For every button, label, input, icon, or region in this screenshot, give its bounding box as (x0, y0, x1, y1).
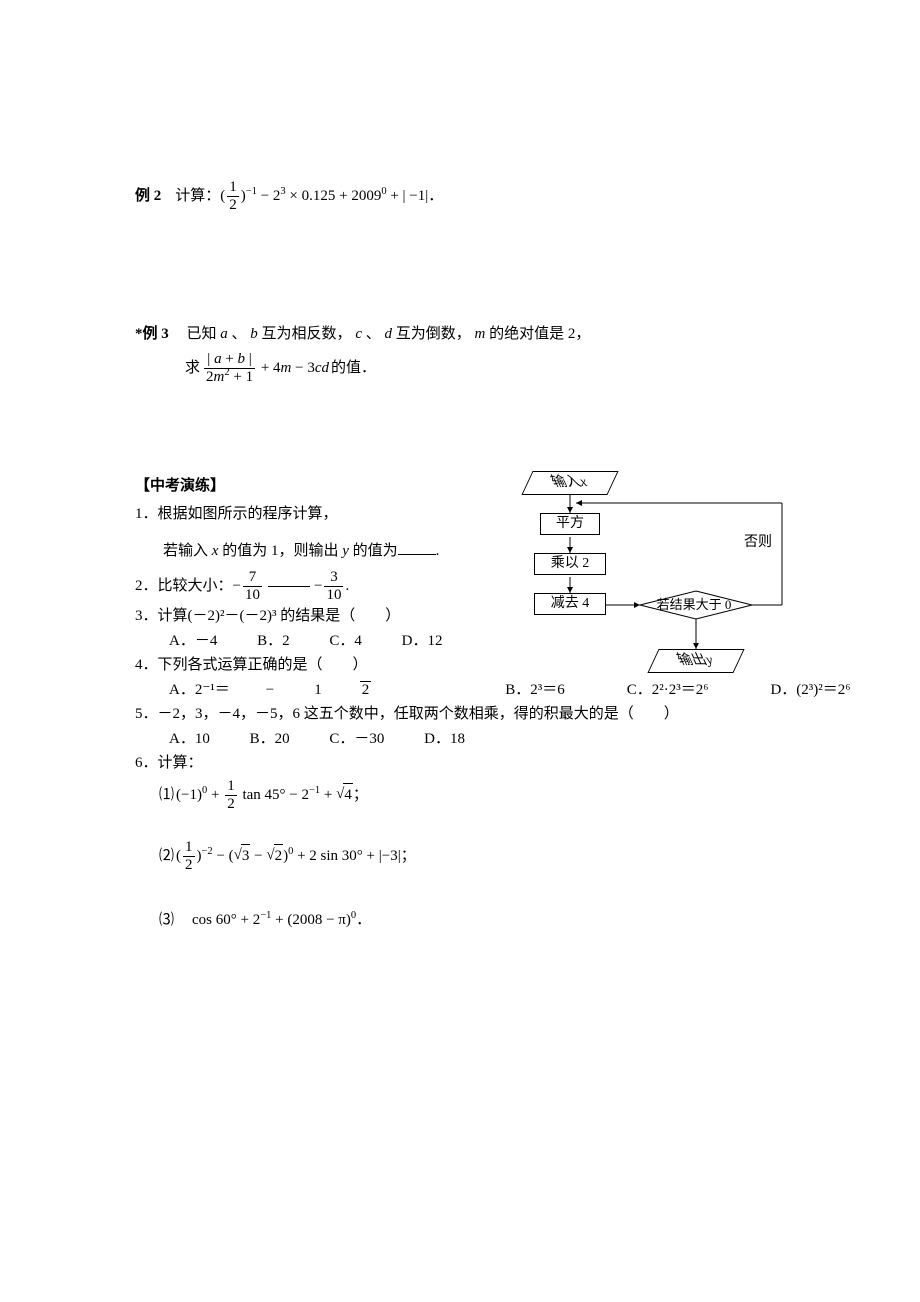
q3-opt-a: A．－4 (169, 630, 217, 653)
q2-period: . (345, 575, 349, 598)
example-2-label: 例 2 (135, 185, 161, 208)
q4-opt-d: D．(2³)²＝2⁶ (770, 679, 850, 702)
example-3-line1-f: 的绝对值是 2， (489, 326, 590, 342)
var-m: m (475, 326, 486, 342)
q1-var-y: y (342, 543, 349, 559)
q4-opt-c: C．2²·2³＝2⁶ (627, 679, 709, 702)
q6-part-1: ⑴ (−1)0 + 12 tan 45° − 2−1 + √4 ； (159, 779, 790, 812)
node-condition: 若结果大于 0 (640, 591, 748, 619)
q1-line2-a: 若输入 (163, 543, 212, 559)
var-c: c (355, 326, 362, 342)
q4-text: 4．下列各式运算正确的是（ ） (135, 657, 368, 673)
q5-opt-a: A．10 (169, 728, 210, 751)
q1-period: . (436, 543, 440, 559)
q5-opt-c: C．－30 (329, 728, 384, 751)
example-3-line1-b: 、 (232, 326, 247, 342)
var-b: b (250, 326, 258, 342)
question-6: 6．计算： (135, 752, 790, 775)
node-condition-text: 若结果大于 0 (640, 591, 748, 619)
example-2-prefix: 计算： (175, 185, 220, 208)
q5-opt-d: D．18 (424, 728, 465, 751)
var-d: d (385, 326, 393, 342)
q4-options: A．2⁻¹＝−12 B．2³＝6 C．2²·2³＝2⁶ D．(2³)²＝2⁶ (135, 679, 790, 702)
q1-blank (398, 554, 436, 555)
example-3-line1-d: 、 (366, 326, 381, 342)
example-3: *例 3 已知 a 、 b 互为相反数， c 、 d 互为倒数， m 的绝对值是… (135, 323, 790, 385)
q5-options: A．10 B．20 C．－30 D．18 (135, 728, 790, 751)
q4-opt-a: A．2⁻¹＝−12 (169, 679, 443, 702)
example-3-line1-a: 已知 (187, 326, 217, 342)
q1-line2-b: 的值为 1，则输出 (218, 543, 342, 559)
example-3-label: *例 3 (135, 326, 169, 342)
example-3-line1-e: 互为倒数， (396, 326, 471, 342)
q3-opt-d: D．12 (402, 630, 443, 653)
example-3-line2-suffix: 的值． (331, 357, 376, 380)
q6p3-end: ． (356, 909, 371, 932)
q2-prefix: 2．比较大小： (135, 575, 233, 598)
q1-line2-c: 的值为 (349, 543, 398, 559)
node-input: 输入 x (521, 471, 618, 495)
q6-part-2: ⑵ (12)−2 − (√3 − √2)0 + 2 sin 30° + |−3|… (159, 840, 790, 873)
example-2-expr: (12)−1 − 23 × 0.125 + 20090 + | −1| (220, 180, 428, 213)
q2-blank (268, 586, 310, 587)
question-4: 4．下列各式运算正确的是（ ） (135, 654, 790, 677)
q3-options: A．－4 B．2 C．4 D．12 (135, 630, 790, 653)
q3-opt-c: C．4 (329, 630, 362, 653)
q6p1-end: ； (353, 784, 368, 807)
q3-opt-b: B．2 (257, 630, 290, 653)
example-2-period: ． (428, 185, 443, 208)
q6-text: 6．计算： (135, 755, 203, 771)
q6p1-label: ⑴ (159, 784, 174, 807)
q3-text: 3．计算(－2)²－(－2)³ 的结果是（ ） (135, 608, 400, 624)
question-1: 1．根据如图所示的程序计算， (135, 503, 790, 526)
example-3-line2-prefix: 求 (185, 357, 200, 380)
q1-line1: 1．根据如图所示的程序计算， (135, 506, 338, 522)
example-2: 例 2 计算： (12)−1 − 23 × 0.125 + 20090 + | … (135, 180, 790, 213)
var-a: a (220, 326, 228, 342)
q5-text: 5．－2，3，－4，－5，6 这五个数中，任取两个数相乘，得的积最大的是（ ） (135, 706, 679, 722)
q6p2-label: ⑵ (159, 845, 174, 868)
exercise-block: 【中考演练】 (135, 475, 790, 932)
example-3-line1-c: 互为相反数， (262, 326, 352, 342)
q4-opt-b: B．2³＝6 (505, 679, 565, 702)
q6-part-3: ⑶ cos 60° + 2−1 + (2008 − π)0 ． (159, 909, 790, 932)
question-5: 5．－2，3，－4，－5，6 这五个数中，任取两个数相乘，得的积最大的是（ ） (135, 703, 790, 726)
q6p3-label: ⑶ (159, 909, 174, 932)
q5-opt-b: B．20 (250, 728, 290, 751)
